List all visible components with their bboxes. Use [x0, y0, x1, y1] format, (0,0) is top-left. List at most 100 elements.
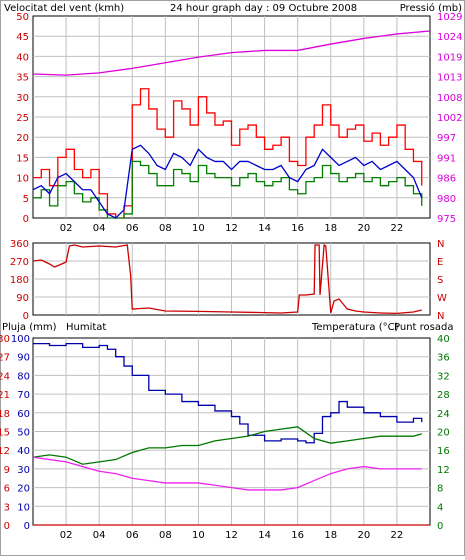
wind-speed-tick: 25	[16, 113, 29, 124]
x-tick-label: 16	[291, 530, 304, 541]
temperature-tick: 24	[437, 409, 450, 420]
x-tick-label: 22	[391, 223, 404, 234]
rain-tick: 3	[4, 502, 10, 513]
x-tick-label: 08	[159, 223, 172, 234]
direction-tick: 0	[23, 311, 29, 322]
direction-tick: 180	[10, 275, 29, 286]
wind-speed-tick: 30	[16, 93, 29, 104]
compass-tick: S	[437, 275, 443, 286]
humidity-tick: 0	[24, 521, 30, 532]
pressure-tick: 1008	[437, 93, 462, 104]
x-tick-label: 22	[391, 530, 404, 541]
humidity-tick: 10	[17, 502, 30, 513]
x-tick-label: 18	[324, 223, 337, 234]
compass-tick: N	[437, 311, 444, 322]
temperature-series	[32, 426, 422, 465]
x-tick-label: 02	[60, 530, 73, 541]
rain-tick: 12	[0, 446, 10, 457]
temperature-axis-label: Temperatura (°C)	[311, 322, 399, 333]
x-tick-label: 06	[126, 223, 139, 234]
direction-tick: 90	[16, 293, 29, 304]
rain-tick: 24	[0, 371, 10, 382]
x-tick-label: 18	[324, 530, 337, 541]
x-tick-label: 08	[159, 530, 172, 541]
dewpoint-series	[32, 456, 422, 491]
temperature-tick: 0	[437, 521, 443, 532]
humidity-tick: 40	[17, 446, 30, 457]
temperature-tick: 32	[437, 371, 450, 382]
humidity-tick: 60	[17, 409, 30, 420]
wind-speed-tick: 35	[16, 73, 29, 84]
rain-tick: 27	[0, 353, 10, 364]
pressure-tick: 997	[437, 133, 456, 144]
pressure-tick: 1013	[437, 73, 462, 84]
humidity-series	[33, 342, 423, 444]
wind-speed-tick: 10	[16, 174, 29, 185]
humidity-tick: 100	[11, 334, 30, 345]
dewpoint-axis-label: Punt rosada	[394, 322, 453, 333]
wind-speed-tick: 5	[23, 194, 29, 205]
temperature-tick: 16	[437, 446, 450, 457]
pressure-tick: 1029	[437, 12, 462, 23]
wind-axis-label: Velocitat del vent (kmh)	[4, 3, 124, 14]
x-tick-label: 12	[225, 530, 238, 541]
pressure-tick: 1002	[437, 113, 462, 124]
x-tick-label: 14	[258, 530, 271, 541]
humidity-tick: 70	[17, 390, 30, 401]
humidity-tick: 90	[17, 353, 30, 364]
x-tick-label: 06	[126, 530, 139, 541]
compass-tick: W	[437, 293, 447, 304]
wind-speed-tick: 40	[16, 52, 29, 63]
x-tick-label: 14	[258, 223, 271, 234]
x-tick-label: 12	[225, 223, 238, 234]
humidity-tick: 80	[17, 371, 30, 382]
pressure-tick: 975	[437, 214, 456, 225]
pressure-tick: 1024	[437, 32, 462, 43]
temperature-tick: 20	[437, 428, 450, 439]
pressure-tick: 1019	[437, 52, 462, 63]
compass-tick: N	[437, 239, 444, 250]
direction-tick: 270	[10, 257, 29, 268]
wind-speed-tick: 45	[16, 32, 29, 43]
wind-speed-tick: 0	[23, 214, 29, 225]
temperature-tick: 8	[437, 484, 443, 495]
pressure-tick: 986	[437, 174, 456, 185]
rain-tick: 30	[0, 334, 10, 345]
wind-direction-series	[32, 243, 422, 315]
humidity-tick: 50	[17, 428, 30, 439]
pressure-axis-label: Pressió (mb)	[400, 2, 462, 14]
wind-speed-tick: 50	[16, 12, 29, 23]
rain-humidity-temp-panel: 0369121518212427300102030405060708090100…	[0, 334, 450, 532]
rain-tick: 6	[4, 484, 10, 495]
compass-tick: E	[437, 257, 443, 268]
temperature-tick: 28	[437, 390, 450, 401]
wind-average-series	[32, 144, 423, 219]
rain-tick: 0	[4, 521, 10, 532]
x-tick-label: 02	[60, 223, 73, 234]
temperature-tick: 12	[437, 465, 450, 476]
x-tick-label: 16	[291, 223, 304, 234]
x-tick-label: 20	[357, 223, 370, 234]
humidity-tick: 20	[17, 484, 30, 495]
x-tick-label: 04	[93, 530, 106, 541]
x-tick-label: 20	[357, 530, 370, 541]
temperature-tick: 4	[437, 502, 443, 513]
humidity-tick: 30	[17, 465, 30, 476]
rain-tick: 21	[0, 390, 10, 401]
x-tick-labels: 02 04 06 08 10 12 14 16 18 20 22 02 04 06 08 10 12 14 16 18…	[60, 223, 404, 541]
pressure-tick: 980	[437, 194, 456, 205]
wind-speed-tick: 20	[16, 133, 29, 144]
direction-tick: 360	[10, 239, 29, 250]
wind-gust-series	[33, 88, 423, 219]
temperature-tick: 40	[437, 334, 450, 345]
rain-axis-label: Pluja (mm)	[2, 322, 57, 333]
wind-speed-series	[33, 160, 423, 219]
rain-tick: 9	[4, 465, 10, 476]
wind-pressure-panel: 0 5 10 15 20 25 30 35 40 45 50 975 980 986 991 997 1002 1…	[16, 12, 462, 225]
chart-title: 24 hour graph day : 09 Octubre 2008	[170, 3, 357, 14]
wind-speed-tick: 15	[16, 153, 29, 164]
rain-tick: 15	[0, 428, 10, 439]
humidity-axis-label: Humitat	[66, 322, 106, 333]
